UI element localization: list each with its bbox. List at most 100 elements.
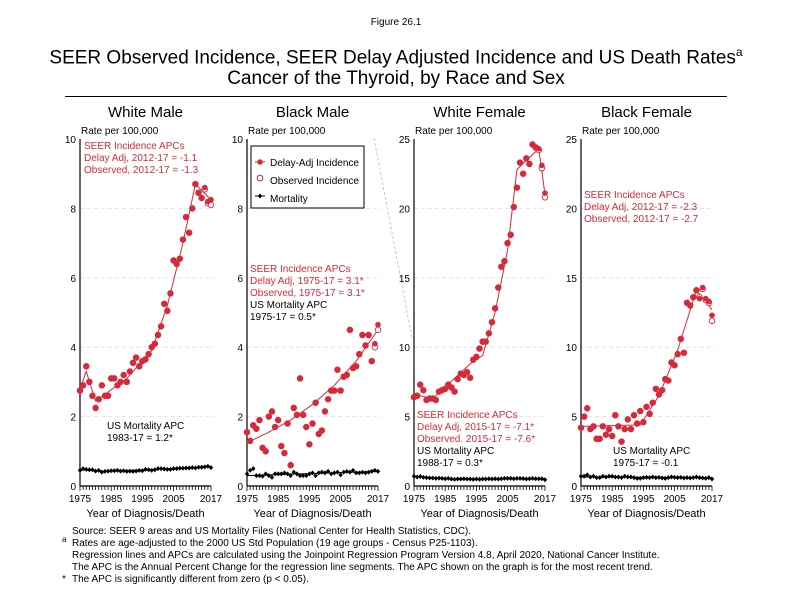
- delay-adj-incidence-point: [539, 162, 545, 169]
- delay-adj-incidence-point: [618, 438, 625, 445]
- mortality-point: [105, 468, 111, 474]
- delay-adj-incidence-point: [353, 363, 359, 370]
- delay-adj-incidence-point: [514, 184, 520, 191]
- mortality-point: [319, 469, 325, 475]
- mortality-point: [353, 470, 359, 476]
- legend-label: Delay-Adj Incidence: [270, 158, 359, 169]
- delay-adj-incidence-point: [95, 396, 102, 403]
- mortality-point: [647, 475, 652, 481]
- delay-adj-incidence-point: [356, 351, 363, 357]
- y-axis-label: Rate per 100,000: [415, 126, 493, 137]
- mortality-point: [310, 470, 315, 476]
- y-tick-label: 20: [399, 204, 411, 215]
- delay-adj-incidence-point: [155, 332, 161, 338]
- x-tick-label: 2017: [367, 494, 390, 505]
- delay-adj-incidence-point: [142, 356, 149, 363]
- mortality-point: [477, 476, 482, 482]
- mortality-point: [622, 473, 627, 479]
- delay-adj-incidence-point: [105, 392, 111, 399]
- y-tick-label: 15: [399, 274, 411, 285]
- mortality-point: [257, 473, 262, 479]
- mortality-point: [446, 475, 451, 481]
- delay-adj-incidence-point: [117, 379, 124, 385]
- delay-adj-incidence-point: [198, 195, 205, 201]
- delay-adj-incidence-point: [256, 417, 263, 423]
- mortality-point: [171, 466, 176, 472]
- delay-adj-incidence-point: [365, 332, 372, 338]
- mortality-point: [442, 476, 448, 482]
- mortality-point: [325, 468, 331, 474]
- delay-adj-incidence-point: [164, 307, 171, 314]
- mortality-point: [430, 475, 435, 481]
- delay-adj-incidence-point: [111, 375, 118, 382]
- delay-adj-incidence-point: [145, 351, 152, 357]
- delay-adj-incidence-point: [284, 420, 291, 427]
- y-tick-label: 0: [237, 482, 243, 493]
- mortality-apc-annotation: US Mortality APC: [107, 421, 184, 432]
- mortality-point: [486, 476, 492, 482]
- mortality-point: [190, 465, 195, 471]
- delay-adj-incidence-point: [671, 362, 678, 369]
- delay-adj-incidence-point: [173, 261, 180, 267]
- mortality-point: [603, 474, 609, 480]
- mortality-point: [285, 471, 290, 477]
- delay-adj-incidence-point: [180, 236, 186, 243]
- y-tick-label: 6: [70, 274, 76, 285]
- mortality-apc-annotation: US Mortality APC: [417, 446, 494, 457]
- delay-adj-incidence-point: [482, 338, 489, 345]
- delay-adj-incidence-point: [615, 423, 622, 430]
- mortality-point: [329, 471, 334, 477]
- mortality-point: [514, 475, 520, 481]
- delay-adj-incidence-point: [186, 229, 192, 236]
- x-tick-label: 1975: [236, 494, 259, 505]
- mortality-point: [578, 473, 584, 479]
- delay-adj-incidence-point: [454, 376, 461, 382]
- delay-adj-incidence-point: [420, 387, 427, 394]
- incidence-apc-annotation: Delay Adj, 2015-17 = -7.1*: [417, 422, 534, 433]
- delay-adj-incidence-point: [690, 294, 697, 301]
- delay-adj-incidence-point: [656, 391, 662, 398]
- mortality-point: [282, 470, 287, 476]
- mortality-point: [433, 475, 439, 481]
- x-tick-label: 2005: [663, 494, 686, 505]
- delay-adj-incidence-point: [92, 405, 99, 411]
- delay-adj-incidence-point: [687, 302, 693, 309]
- delay-adj-incidence-point: [375, 321, 381, 328]
- mortality-point: [418, 474, 423, 480]
- y-tick-label: 5: [571, 413, 577, 424]
- mortality-point: [143, 466, 148, 472]
- mortality-apc-annotation: 1988-17 = 0.3*: [417, 458, 483, 469]
- delay-adj-incidence-point: [183, 214, 189, 220]
- x-axis-label: Year of Diagnosis/Death: [587, 508, 705, 520]
- mortality-point: [338, 472, 343, 478]
- delay-adj-incidence-point: [325, 396, 331, 403]
- delay-adj-incidence-point: [312, 399, 319, 406]
- mortality-point: [681, 475, 687, 481]
- chart-subtitle: Cancer of the Thyroid, by Race and Sex: [227, 68, 565, 89]
- mortality-point: [291, 469, 296, 475]
- mortality-point: [344, 468, 350, 474]
- delay-adj-incidence-point: [290, 405, 297, 411]
- delay-adj-incidence-point: [612, 412, 619, 419]
- mortality-point: [80, 466, 86, 472]
- mortality-point: [539, 476, 545, 482]
- mortality-point: [369, 468, 374, 474]
- y-tick-label: 0: [571, 482, 577, 493]
- mortality-point: [140, 468, 145, 474]
- mortality-point: [492, 476, 498, 482]
- delay-adj-incidence-point: [606, 426, 612, 432]
- delay-adj-incidence-point: [89, 392, 96, 399]
- mortality-point: [542, 477, 548, 483]
- delay-adj-incidence-point: [177, 255, 183, 262]
- mortality-point: [155, 466, 161, 472]
- delay-adj-incidence-point: [359, 332, 366, 338]
- panel-white-female: White Female Rate per 100,000 0 5 10 15 20 25 19…: [399, 104, 557, 520]
- delay-adj-incidence-point: [303, 424, 310, 430]
- delay-adj-incidence-point: [467, 374, 473, 381]
- y-tick-label: 5: [404, 413, 410, 424]
- mortality-point: [137, 467, 142, 473]
- delay-adj-incidence-point: [464, 369, 470, 375]
- delay-adj-incidence-point: [643, 404, 650, 410]
- mortality-point: [121, 468, 126, 474]
- delay-adj-incidence-point: [486, 330, 492, 337]
